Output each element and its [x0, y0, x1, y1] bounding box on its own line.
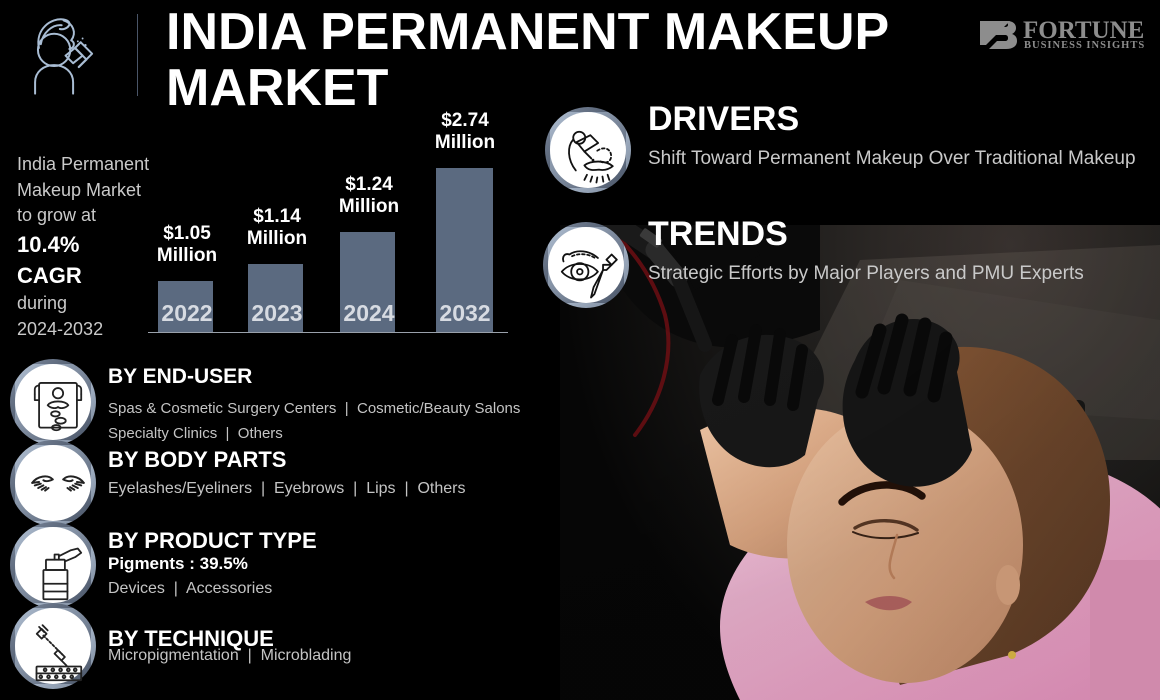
svg-text:BUSINESS INSIGHTS: BUSINESS INSIGHTS: [1024, 40, 1145, 51]
